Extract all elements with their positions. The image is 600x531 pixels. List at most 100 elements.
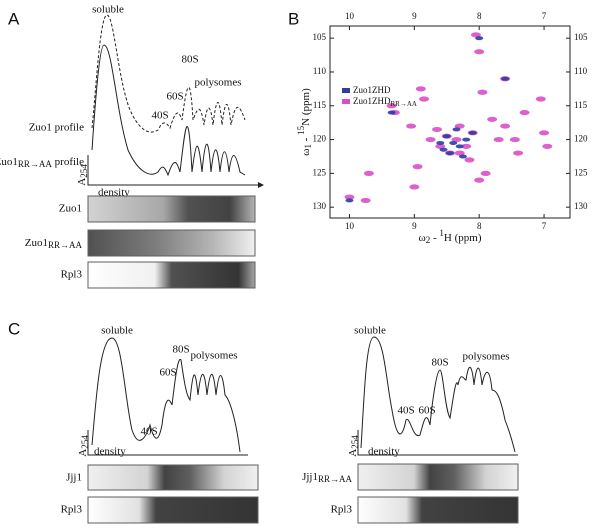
peak [509,136,520,143]
peak [477,89,488,95]
blot-label: Rpl3 [61,269,83,281]
blot-label: Zuo1 [59,203,82,215]
peak [480,170,491,176]
peak [470,32,481,38]
arrow-head [258,182,264,188]
panel-label: C [8,319,20,338]
peak [519,109,530,116]
peak-label: 80S [181,54,198,66]
peak [539,130,550,136]
peak [451,136,462,143]
blot [87,195,256,223]
peak [432,126,443,133]
peak-label: soluble [92,4,124,16]
panel-label: A [8,9,20,28]
peak [409,184,420,190]
peak [458,154,467,159]
peak [535,96,546,102]
peak [513,150,524,156]
peak [462,137,471,142]
legend-swatch [342,88,350,93]
legend-entry: Zuo1ZHD [353,85,391,95]
peak-label: soluble [354,325,386,337]
peak [475,36,484,41]
blot-label: Zuo1RR→AA [25,237,83,251]
peak-label: soluble [101,325,133,337]
y-axis-label: A254 [77,435,91,457]
x-tick-label: 8 [477,11,482,21]
plot-frame [329,25,571,219]
peak [439,147,448,152]
peak [425,136,436,143]
x-tick-label: 9 [412,11,417,21]
blot [87,496,259,524]
peak [461,143,472,149]
x-tick-label: 9 [412,221,417,231]
y-tick-label: 110 [574,66,588,76]
y-axis-label: A254 [347,435,361,457]
y-tick-label: 130 [574,201,588,211]
peak [452,127,461,132]
y-tick-label: 125 [574,167,588,177]
panel-label: B [288,9,299,28]
peak-label: 80S [431,357,448,369]
peak [415,86,426,92]
peak [487,116,498,122]
peak-label: polysomes [190,350,237,362]
y-tick-label: 110 [313,66,327,76]
blot [357,463,519,491]
x-axis-label: ω2 - 1H (ppm) [419,228,482,245]
peak [454,123,465,129]
profile-label: Zuo1RR→AA profile [0,156,84,170]
blot [87,261,256,289]
blot-label: Jjj1 [66,472,82,484]
peak-label: 60S [166,91,183,103]
peak [419,96,430,102]
y-tick-label: 120 [574,134,588,144]
legend-swatch [342,99,350,104]
peak [344,194,355,200]
y-tick-label: 115 [313,100,327,110]
y-tick-label: 130 [313,201,327,211]
peak [500,123,511,129]
peak [474,49,485,55]
y-tick-label: 120 [313,134,327,144]
x-axis-label: density [94,446,126,458]
blot-label: Rpl3 [61,504,83,516]
y-axis-label: A254 [76,164,90,186]
x-axis-label: density [368,446,400,458]
peak [406,123,417,129]
peak [468,130,477,135]
peak [542,143,553,149]
x-tick-label: 10 [345,221,355,231]
peak [464,157,475,163]
peak-label: 40S [151,110,168,122]
blot-label: Rpl3 [331,504,353,516]
y-tick-label: 105 [313,32,327,42]
profile-label: Zuo1 profile [29,122,84,134]
peak-label: 80S [172,344,189,356]
peak-label: 40S [397,405,414,417]
peak [387,110,396,115]
spectrum: 10 10 9 9 8 8 7 7 105 105 110 110 115 115 120 120 125 125… [313,11,589,231]
peak [454,150,465,156]
blot [87,464,259,491]
y-axis-label: ω1 - 15N (ppm) [296,88,313,156]
peak [386,103,397,109]
peak-label: 60S [159,367,176,379]
x-tick-label: 7 [542,221,547,231]
y-tick-label: 115 [574,100,588,110]
peak-label: polysomes [462,351,509,363]
x-tick-label: 8 [477,221,482,231]
peak [501,76,510,81]
x-tick-label: 7 [542,11,547,21]
peak-label: polysomes [194,77,241,89]
blot [87,229,256,257]
peak [345,198,354,203]
peak [474,177,485,183]
peak [442,134,451,139]
peak [412,164,423,170]
peak [449,140,458,145]
